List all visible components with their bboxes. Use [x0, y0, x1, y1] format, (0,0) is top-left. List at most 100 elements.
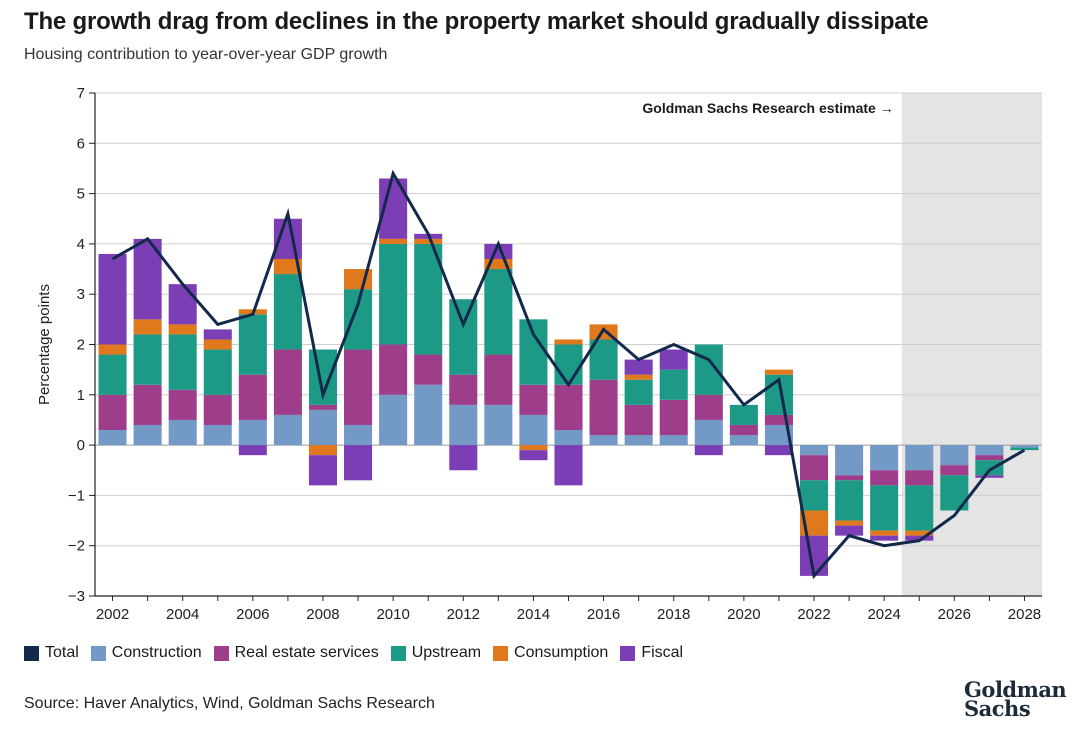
bar-real-estate-services-2013 — [484, 354, 513, 405]
bar-real-estate-services-2023 — [835, 475, 864, 481]
bar-upstream-2010 — [379, 243, 408, 345]
legend-swatch-upstream — [390, 645, 406, 661]
bar-construction-2007 — [273, 414, 302, 446]
bar-construction-2013 — [484, 404, 513, 446]
bar-construction-2003 — [133, 424, 162, 446]
bar-upstream-2027 — [975, 460, 1004, 476]
bar-upstream-2024 — [870, 485, 899, 531]
bar-real-estate-services-2024 — [870, 470, 899, 486]
bar-upstream-2023 — [835, 480, 864, 521]
bar-upstream-2011 — [414, 243, 443, 355]
y-tick-label: −3 — [68, 588, 85, 605]
y-tick-label: 1 — [77, 387, 85, 404]
bar-upstream-2025 — [905, 485, 934, 531]
x-tick-label: 2020 — [727, 606, 760, 623]
bar-real-estate-services-2003 — [133, 384, 162, 425]
bar-upstream-2009 — [344, 289, 373, 350]
bar-upstream-2012 — [449, 299, 478, 375]
bar-consumption-2010 — [379, 238, 408, 244]
estimate-annotation: Goldman Sachs Research estimate → — [642, 100, 893, 116]
bar-upstream-2015 — [554, 344, 583, 385]
bar-upstream-2005 — [203, 349, 232, 395]
bar-real-estate-services-2011 — [414, 354, 443, 385]
x-tick-label: 2002 — [96, 606, 129, 623]
y-tick-label: 0 — [77, 437, 85, 454]
bar-fiscal-2008 — [308, 455, 338, 486]
y-tick-label: 7 — [77, 85, 85, 102]
bar-consumption-2007 — [273, 258, 302, 275]
bar-real-estate-services-2014 — [519, 384, 548, 415]
bar-real-estate-services-2026 — [940, 465, 969, 476]
legend-item-construction: Construction — [90, 644, 202, 662]
bar-consumption-2013 — [484, 258, 513, 270]
legend-label-upstream: Upstream — [411, 644, 482, 661]
logo-line-2: Sachs — [964, 696, 1031, 721]
y-tick-label: 4 — [77, 236, 85, 253]
bar-upstream-2007 — [273, 274, 302, 350]
legend-swatch-consumption — [493, 645, 509, 661]
legend-swatch-total — [24, 645, 39, 661]
bar-construction-2025 — [905, 445, 934, 471]
logo-line-1: Goldman — [964, 677, 1067, 702]
y-tick-label: 5 — [77, 186, 85, 203]
bar-real-estate-services-2004 — [168, 389, 197, 420]
source-note: Source: Haver Analytics, Wind, Goldman S… — [24, 695, 435, 712]
bar-construction-2016 — [589, 435, 618, 446]
bar-construction-2015 — [554, 430, 583, 446]
bar-consumption-2014 — [519, 445, 548, 451]
bar-real-estate-services-2012 — [449, 374, 478, 405]
x-tick-label: 2028 — [1008, 606, 1041, 623]
bar-upstream-2019 — [694, 344, 723, 395]
bar-upstream-2004 — [168, 334, 197, 390]
x-tick-label: 2010 — [376, 606, 409, 623]
bar-fiscal-2019 — [694, 445, 723, 456]
bar-consumption-2024 — [870, 530, 899, 536]
bar-fiscal-2017 — [624, 359, 653, 375]
legend-label-fiscal: Fiscal — [641, 644, 684, 661]
goldman-sachs-logo: Goldman Sachs — [964, 677, 1067, 721]
x-tick-label: 2024 — [867, 606, 900, 623]
bar-real-estate-services-2008 — [308, 404, 338, 410]
bar-upstream-2013 — [484, 269, 513, 355]
bar-real-estate-services-2017 — [624, 404, 653, 436]
bar-consumption-2011 — [414, 238, 443, 244]
x-tick-label: 2004 — [166, 606, 199, 623]
bar-real-estate-services-2020 — [729, 424, 758, 436]
bar-fiscal-2018 — [659, 349, 688, 370]
legend-item-upstream: Upstream — [390, 644, 482, 662]
bar-construction-2027 — [975, 445, 1004, 456]
x-tick-label: 2022 — [797, 606, 830, 623]
bar-consumption-2004 — [168, 324, 197, 335]
bar-fiscal-2009 — [344, 445, 373, 481]
bar-upstream-2020 — [729, 404, 758, 425]
bar-fiscal-2024 — [870, 535, 899, 541]
x-tick-label: 2012 — [447, 606, 480, 623]
axes: −3 −2 −1 0 1 2 3 4 5 6 7 2002 2004 2006 2008 2010 2012 20… — [68, 85, 1042, 623]
x-tick-label: 2008 — [306, 606, 339, 623]
chart-subtitle: Housing contribution to year-over-year G… — [24, 46, 388, 63]
bar-fiscal-2025 — [905, 535, 934, 541]
bar-construction-2009 — [344, 424, 373, 446]
bar-construction-2010 — [379, 394, 408, 446]
bar-real-estate-services-2018 — [659, 399, 688, 436]
bar-upstream-2028 — [1010, 447, 1039, 451]
bar-real-estate-services-2025 — [905, 470, 934, 486]
legend-item-total: Total — [24, 644, 79, 662]
bar-construction-2023 — [835, 445, 864, 476]
bar-fiscal-2012 — [449, 445, 478, 471]
stacked-bars — [98, 178, 1039, 576]
bar-consumption-2017 — [624, 374, 653, 380]
legend-item-consumption: Consumption — [493, 644, 608, 662]
y-tick-label: −1 — [68, 487, 85, 504]
legend-item-fiscal: Fiscal — [620, 644, 683, 662]
bar-upstream-2006 — [238, 314, 267, 375]
legend-label-consumption: Consumption — [514, 644, 609, 661]
bar-consumption-2003 — [133, 319, 162, 335]
y-tick-label: 6 — [77, 135, 85, 152]
x-tick-label: 2026 — [938, 606, 971, 623]
bar-real-estate-services-2010 — [379, 344, 408, 395]
bar-consumption-2023 — [835, 520, 864, 526]
bar-upstream-2003 — [133, 334, 162, 385]
bar-upstream-2018 — [659, 369, 688, 400]
legend-swatch-construction — [90, 645, 106, 661]
